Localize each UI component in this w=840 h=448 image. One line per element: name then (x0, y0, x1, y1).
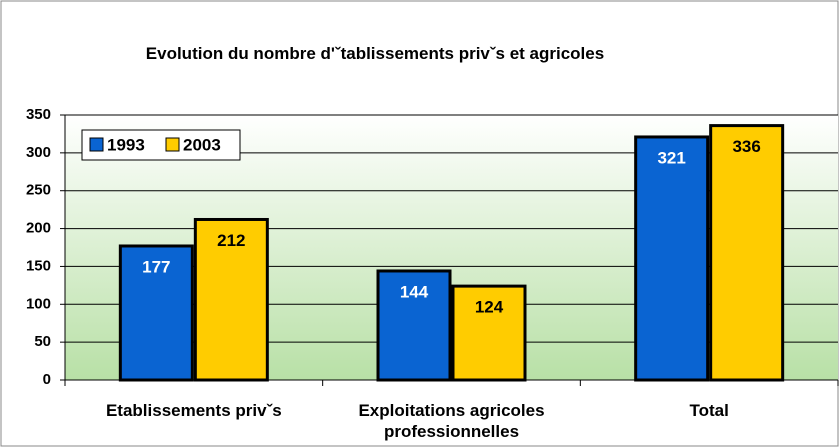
value-label: 321 (657, 148, 685, 167)
y-tick-label: 250 (26, 182, 51, 199)
legend-box (81, 129, 241, 161)
x-tick-label: Exploitations agricoles professionnelles (358, 401, 545, 441)
chart-title: Evolution du nombre d'ˇtablissements pri… (145, 44, 605, 63)
bar (709, 124, 785, 382)
legend-label: 1993 (107, 135, 145, 154)
y-tick-label: 200 (26, 220, 51, 237)
legend-swatch (89, 137, 104, 152)
value-label: 124 (475, 298, 504, 317)
bar (193, 217, 269, 382)
bar (634, 135, 710, 382)
value-label: 212 (217, 231, 245, 250)
bar (376, 269, 452, 382)
value-label: 177 (142, 257, 170, 276)
y-tick-label: 0 (43, 371, 51, 388)
bar (451, 284, 527, 382)
y-tick-label: 300 (26, 144, 51, 161)
x-tick-label: Etablissements privˇs (105, 401, 282, 420)
legend-label: 2003 (183, 135, 221, 154)
x-tick-label: Total (689, 401, 729, 420)
y-tick-label: 350 (26, 106, 51, 123)
legend-swatch (165, 137, 180, 152)
bar (118, 244, 194, 382)
y-tick-label: 150 (26, 257, 51, 274)
value-label: 144 (400, 282, 429, 301)
value-label: 336 (732, 137, 760, 156)
y-tick-label: 100 (26, 295, 51, 312)
y-tick-label: 50 (34, 333, 51, 350)
